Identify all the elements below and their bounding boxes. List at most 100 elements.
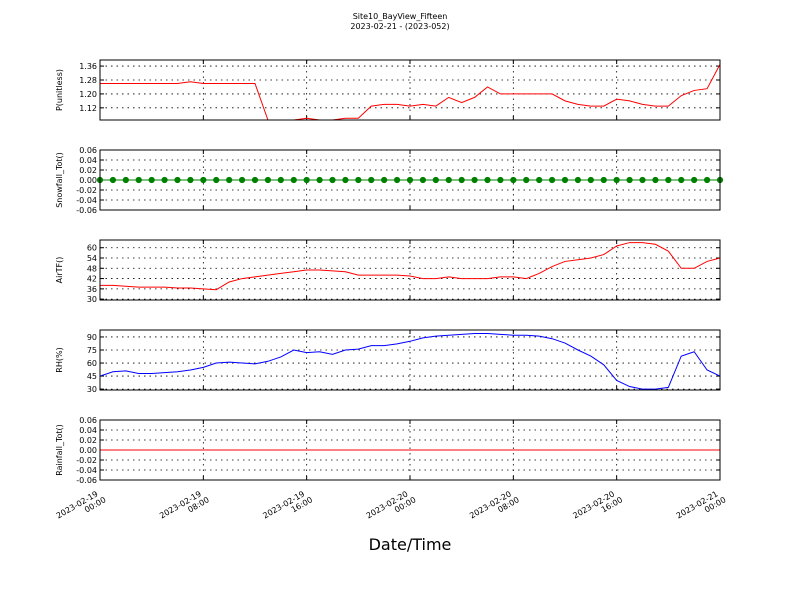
- data-point: [226, 176, 233, 184]
- data-point: [174, 176, 181, 184]
- y-tick-label: -0.02: [76, 456, 97, 465]
- y-tick-label: -0.04: [76, 196, 97, 205]
- x-tick-label: 2023-02-1908:00: [158, 487, 211, 528]
- data-point: [316, 176, 323, 184]
- data-point: [148, 176, 155, 184]
- x-axis-label: Date/Time: [369, 535, 452, 554]
- data-point: [497, 176, 504, 184]
- y-tick-label: 0.02: [79, 436, 97, 445]
- x-tick-label: 2023-02-1900:00: [55, 487, 108, 528]
- data-point: [678, 176, 685, 184]
- data-point: [393, 176, 401, 184]
- data-point: [200, 176, 207, 184]
- data-point: [639, 176, 646, 184]
- data-point: [652, 176, 659, 184]
- y-tick-label: 1.28: [79, 76, 97, 85]
- chart-title: Site10_BayView_Fifteen: [353, 12, 448, 21]
- y-tick-label: 30: [87, 295, 97, 304]
- x-tick-label: 2023-02-2100:00: [675, 487, 728, 528]
- data-line: [99, 332, 721, 390]
- data-point: [613, 176, 620, 184]
- data-point: [432, 176, 439, 184]
- y-tick-label: 0.06: [79, 146, 97, 155]
- data-point: [161, 176, 168, 184]
- plot-frame: [99, 59, 721, 121]
- y-axis-label: Snowfall_Tot(): [55, 152, 64, 208]
- data-point: [626, 176, 633, 184]
- y-tick-label: 0.00: [79, 446, 97, 455]
- data-point: [536, 176, 543, 184]
- x-tick-label: 2023-02-2008:00: [468, 487, 521, 528]
- y-tick-label: 60: [87, 359, 97, 368]
- y-tick-label: 45: [87, 372, 97, 381]
- data-point: [406, 176, 414, 184]
- data-point: [251, 176, 259, 184]
- data-point: [122, 176, 129, 184]
- data-point: [419, 176, 427, 184]
- y-tick-label: 0.04: [79, 426, 97, 435]
- y-axis-label: AirTF(): [55, 257, 64, 284]
- data-point: [574, 176, 582, 184]
- y-tick-label: 42: [87, 275, 97, 284]
- y-axis-label: P(unitless): [55, 69, 64, 111]
- data-point: [355, 176, 362, 184]
- y-tick-label: 1.12: [79, 104, 97, 113]
- y-axis-label: Rainfall_Tot(): [55, 424, 64, 476]
- y-tick-label: 0.02: [79, 166, 97, 175]
- data-point: [691, 176, 698, 184]
- data-point: [665, 176, 672, 184]
- data-point: [703, 176, 711, 184]
- y-tick-label: 1.20: [79, 90, 97, 99]
- y-tick-label: -0.04: [76, 466, 97, 475]
- y-tick-label: 0.06: [79, 416, 97, 425]
- data-point: [548, 176, 556, 184]
- data-point: [368, 176, 375, 184]
- data-point: [510, 176, 517, 184]
- x-tick-label: 2023-02-2016:00: [571, 487, 624, 528]
- data-point: [523, 176, 530, 184]
- y-tick-label: 30: [87, 385, 97, 394]
- data-point: [329, 176, 336, 184]
- y-axis-label: RH(%): [55, 347, 64, 372]
- data-point: [600, 176, 607, 184]
- data-point: [213, 176, 220, 184]
- plot-frame: [99, 329, 721, 391]
- data-point: [484, 176, 491, 184]
- data-point: [561, 176, 569, 184]
- data-point: [381, 176, 388, 184]
- y-tick-label: 90: [87, 333, 97, 342]
- plot-frame: [99, 149, 721, 211]
- y-tick-label: -0.06: [76, 206, 97, 215]
- data-point: [187, 176, 194, 184]
- data-point: [445, 176, 452, 184]
- y-tick-label: 1.36: [79, 62, 97, 71]
- data-point: [238, 176, 246, 184]
- data-point: [135, 176, 142, 184]
- y-tick-label: 75: [87, 346, 97, 355]
- plot-frame: [99, 239, 721, 301]
- y-tick-label: -0.06: [76, 476, 97, 485]
- data-point: [587, 176, 594, 184]
- data-point: [290, 176, 297, 184]
- chart-subtitle: 2023-02-21 - (2023-052): [350, 22, 449, 31]
- y-tick-label: 48: [87, 264, 97, 273]
- data-point: [277, 176, 284, 184]
- y-tick-label: 36: [87, 285, 97, 294]
- y-tick-label: 60: [87, 244, 97, 253]
- x-tick-label: 2023-02-1916:00: [261, 487, 314, 528]
- y-tick-label: 0.04: [79, 156, 97, 165]
- data-point: [471, 176, 478, 184]
- x-tick-label: 2023-02-2000:00: [365, 487, 418, 528]
- plot-frame: [99, 419, 721, 481]
- y-tick-label: 0.00: [79, 176, 97, 185]
- data-point: [342, 176, 349, 184]
- data-point: [109, 176, 117, 184]
- y-tick-label: -0.02: [76, 186, 97, 195]
- data-point: [458, 176, 465, 184]
- data-point: [264, 176, 272, 184]
- data-line: [100, 242, 721, 291]
- data-point: [303, 176, 310, 184]
- data-line: [100, 64, 721, 121]
- y-tick-label: 54: [87, 254, 97, 263]
